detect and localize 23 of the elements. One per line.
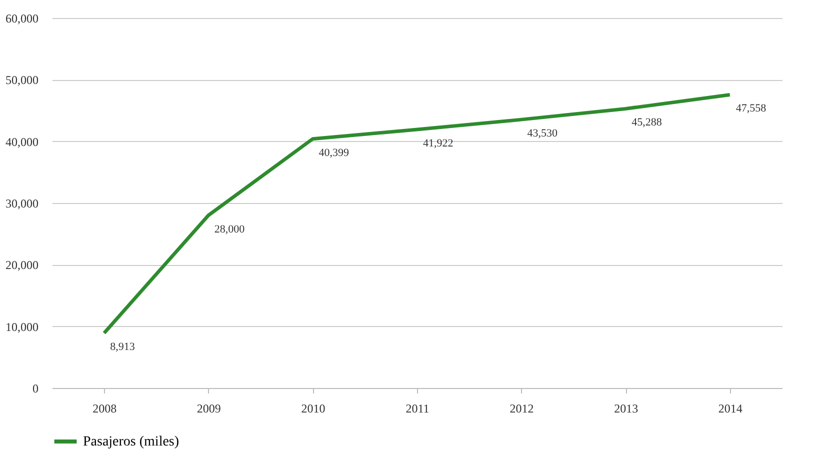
data-label: 40,399: [318, 146, 350, 159]
data-label: 45,288: [632, 116, 662, 129]
data-label: 47,558: [736, 102, 767, 115]
x-tick-label: 2008: [92, 402, 117, 416]
x-tick-label: 2012: [510, 402, 534, 416]
data-label: 43,530: [527, 128, 558, 140]
y-tick-label: 30,000: [6, 196, 38, 210]
y-tick-label: 10,000: [6, 320, 38, 334]
y-tick-label: 60,000: [6, 12, 38, 26]
x-tick-label: 2009: [196, 402, 221, 416]
y-tick-label: 50,000: [6, 73, 38, 88]
y-tick-label: 20,000: [6, 258, 38, 272]
x-tick-label: 2013: [614, 402, 638, 416]
x-tick-label: 2010: [301, 402, 326, 416]
y-tick-label: 0: [32, 382, 38, 396]
data-label: 28,000: [214, 223, 246, 236]
data-label: 8,913: [110, 341, 136, 354]
x-tick-label: 2011: [406, 402, 430, 416]
data-label: 41,922: [423, 137, 454, 150]
line-series: [102, 92, 732, 335]
legend-label: Pasajeros (miles): [83, 434, 180, 450]
x-tick-label: 2014: [718, 402, 742, 416]
y-tick-label: 40,000: [6, 134, 38, 149]
